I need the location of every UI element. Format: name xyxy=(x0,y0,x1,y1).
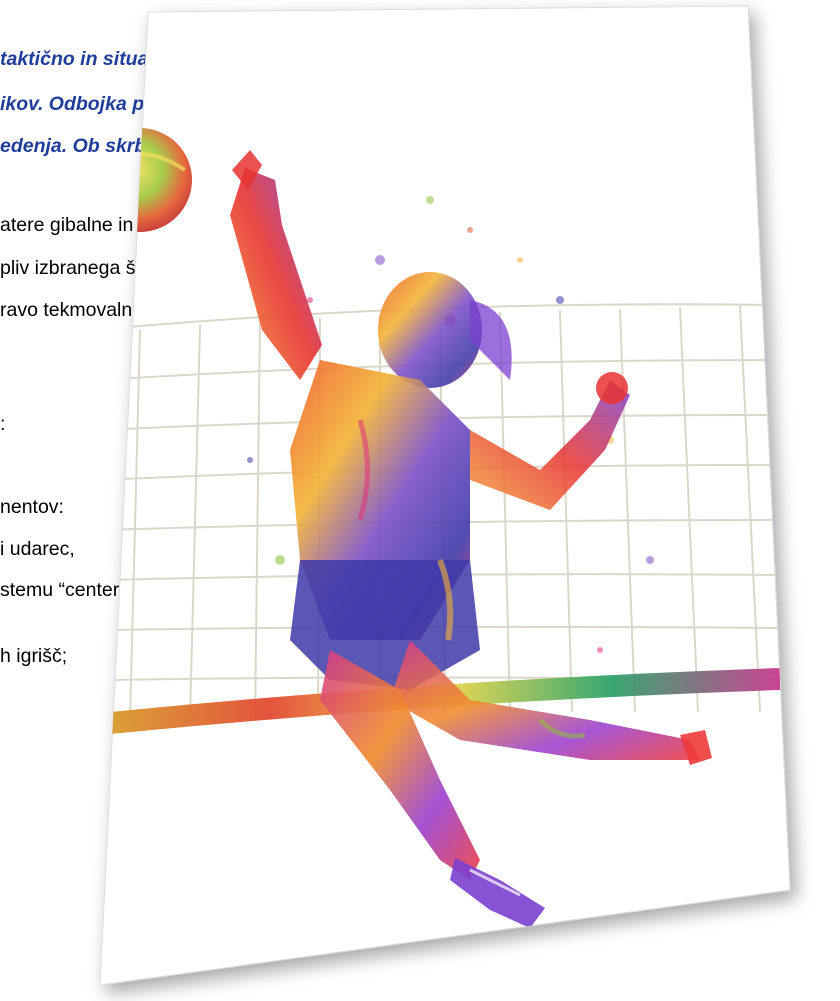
list-item-1: nentov: xyxy=(0,496,64,518)
list-item-4: h igrišč; xyxy=(0,645,68,667)
list-item-2: i udarec, xyxy=(0,538,75,560)
list-colon: : xyxy=(0,413,6,435)
